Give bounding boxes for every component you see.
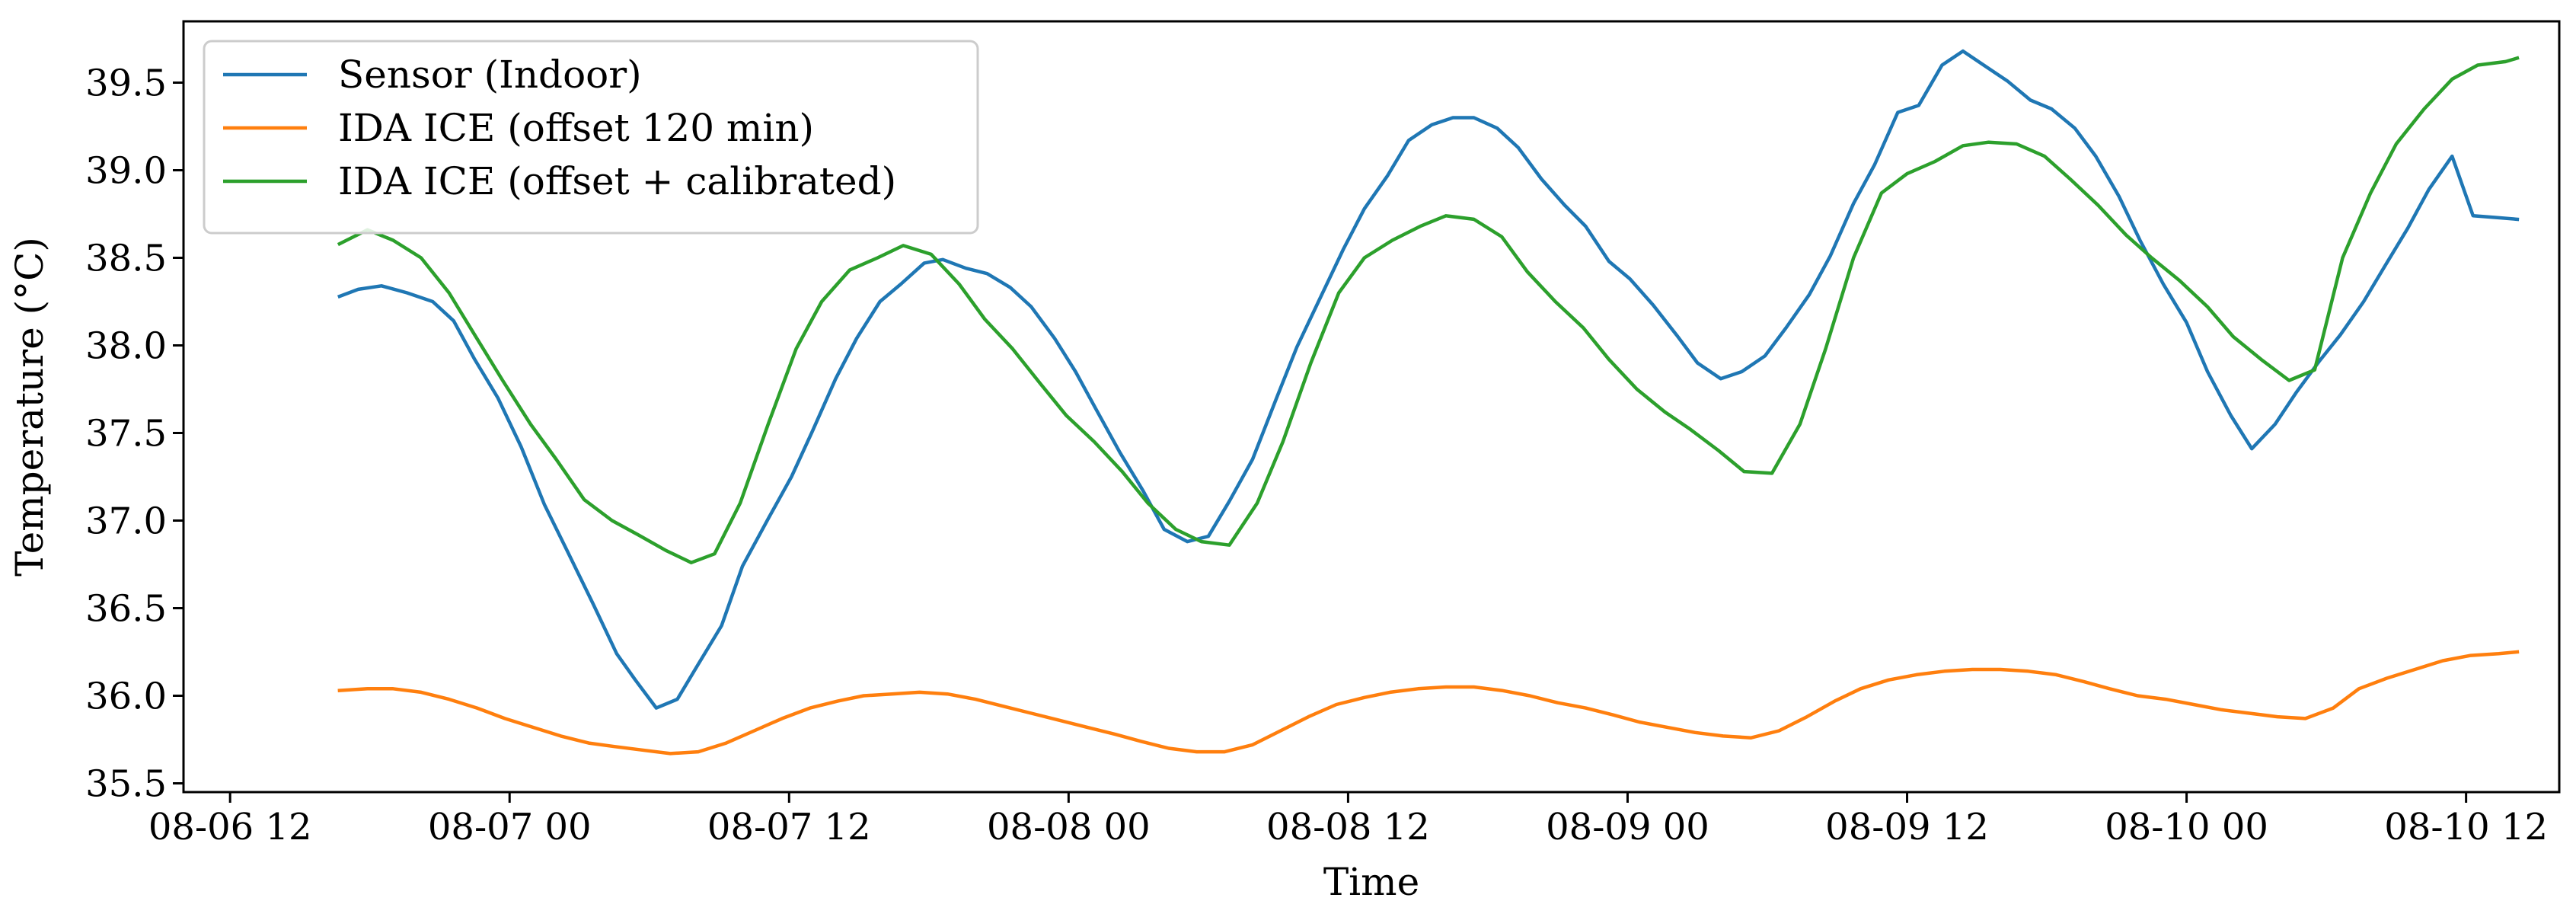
x-tick-label: 08-10 00 xyxy=(2105,806,2268,848)
y-tick-label: 36.5 xyxy=(85,588,167,631)
y-axis-label: Temperature (°C) xyxy=(8,237,52,577)
x-tick-label: 08-06 12 xyxy=(148,806,312,848)
y-tick-label: 35.5 xyxy=(85,763,167,806)
y-tick-label: 37.5 xyxy=(85,413,167,455)
legend-box xyxy=(203,40,979,235)
x-tick-label: 08-07 00 xyxy=(428,806,592,848)
legend-label-1: Sensor (Indoor) xyxy=(338,53,642,97)
series-line-2 xyxy=(337,650,2520,756)
series-layer xyxy=(337,49,2520,756)
x-tick-label: 08-10 12 xyxy=(2384,806,2548,848)
x-axis: 08-06 12 08-07 00 08-07 12 08-08 00 08-08 12… xyxy=(148,792,2548,848)
legend-label-2: IDA ICE (offset 120 min) xyxy=(338,106,814,150)
x-tick-label: 08-08 12 xyxy=(1266,806,1430,848)
plot-frame xyxy=(182,20,2561,794)
legend-label-3: IDA ICE (offset + calibrated) xyxy=(338,159,896,203)
series-line-1 xyxy=(337,49,2520,710)
y-tick-label: 38.0 xyxy=(85,325,167,368)
x-tick-label: 08-07 12 xyxy=(707,806,871,848)
series-line-3 xyxy=(337,56,2520,564)
x-tick-label: 08-09 12 xyxy=(1825,806,1989,848)
legend: Sensor (Indoor) IDA ICE (offset 120 min) I… xyxy=(203,40,979,235)
y-tick-label: 36.0 xyxy=(85,676,167,718)
y-axis: 35.5 36.0 36.5 37.0 37.5 38.0 38.5 39.0 39.5 xyxy=(85,62,184,806)
x-tick-label: 08-09 00 xyxy=(1546,806,1709,848)
y-tick-label: 37.0 xyxy=(85,500,167,543)
x-axis-label: Time xyxy=(1323,860,1419,904)
y-tick-label: 39.0 xyxy=(85,150,167,193)
y-tick-label: 38.5 xyxy=(85,238,167,280)
y-tick-label: 39.5 xyxy=(85,62,167,105)
x-tick-label: 08-08 00 xyxy=(987,806,1151,848)
